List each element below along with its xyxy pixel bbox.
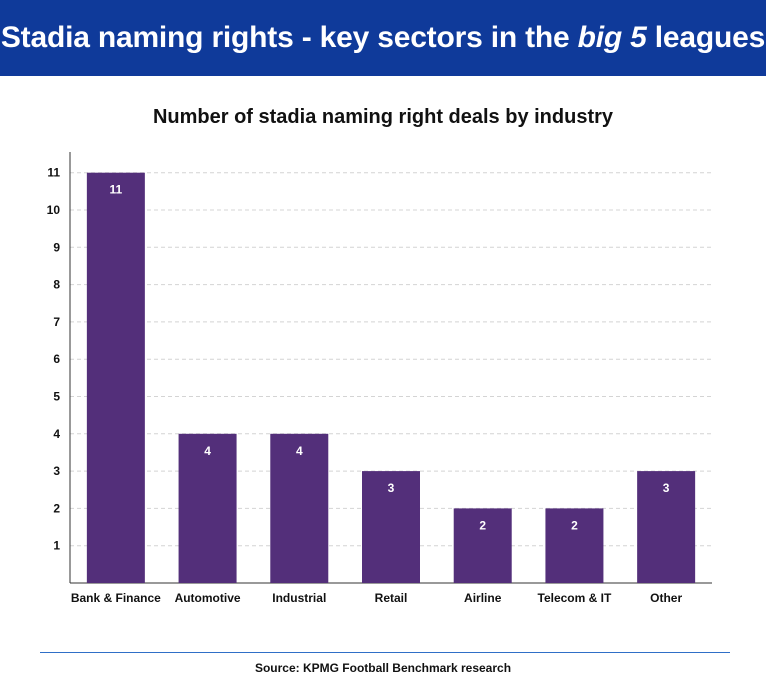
page-title: Stadia naming rights - key sectors in th… bbox=[1, 21, 765, 55]
y-tick-label: 2 bbox=[53, 501, 60, 515]
footer-divider bbox=[40, 652, 730, 653]
y-tick-label: 3 bbox=[53, 464, 60, 478]
header-banner: Stadia naming rights - key sectors in th… bbox=[0, 0, 766, 76]
y-tick-label: 9 bbox=[53, 240, 60, 254]
page-title-pre: Stadia naming rights - key sectors in th… bbox=[0, 21, 578, 54]
bar-value-label: 4 bbox=[296, 444, 303, 458]
bar bbox=[270, 433, 329, 583]
x-category-label: Telecom & IT bbox=[538, 591, 612, 605]
bar bbox=[545, 508, 604, 583]
y-tick-label: 10 bbox=[47, 203, 61, 217]
bar-value-label: 3 bbox=[663, 481, 670, 495]
bar bbox=[453, 508, 512, 583]
x-category-label: Airline bbox=[464, 591, 502, 605]
chart-title: Number of stadia naming right deals by i… bbox=[152, 106, 614, 128]
x-category-label: Industrial bbox=[272, 591, 326, 605]
y-tick-label: 8 bbox=[53, 278, 60, 292]
bar bbox=[86, 172, 145, 583]
y-tick-label: 7 bbox=[53, 315, 60, 329]
y-tick-label: 4 bbox=[53, 427, 60, 441]
bar-value-label: 2 bbox=[571, 518, 578, 532]
bar bbox=[637, 471, 696, 583]
bar bbox=[362, 471, 420, 583]
y-tick-label: 11 bbox=[47, 166, 60, 180]
bar-value-label: 11 bbox=[110, 183, 123, 197]
bar-value-label: 4 bbox=[204, 444, 211, 458]
y-tick-label: 1 bbox=[53, 539, 60, 553]
source-note: Source: KPMG Football Benchmark research bbox=[254, 661, 512, 675]
y-tick-label: 5 bbox=[53, 390, 60, 404]
x-category-label: Automotive bbox=[175, 591, 241, 605]
bar-chart: 1 2 3 4 5 6 7 8 9 10 11 11 Bank & Finance 4 Automotive… bbox=[47, 152, 712, 605]
page-title-post: leagues bbox=[646, 21, 766, 54]
y-tick-label: 6 bbox=[53, 352, 60, 366]
bar-value-label: 2 bbox=[479, 518, 486, 532]
page-title-emphasis: big 5 bbox=[577, 21, 647, 54]
x-category-label: Other bbox=[650, 591, 682, 605]
x-category-label: Retail bbox=[375, 591, 408, 605]
bar-value-label: 3 bbox=[388, 481, 395, 495]
x-category-label: Bank & Finance bbox=[71, 591, 161, 605]
bar bbox=[178, 433, 237, 583]
